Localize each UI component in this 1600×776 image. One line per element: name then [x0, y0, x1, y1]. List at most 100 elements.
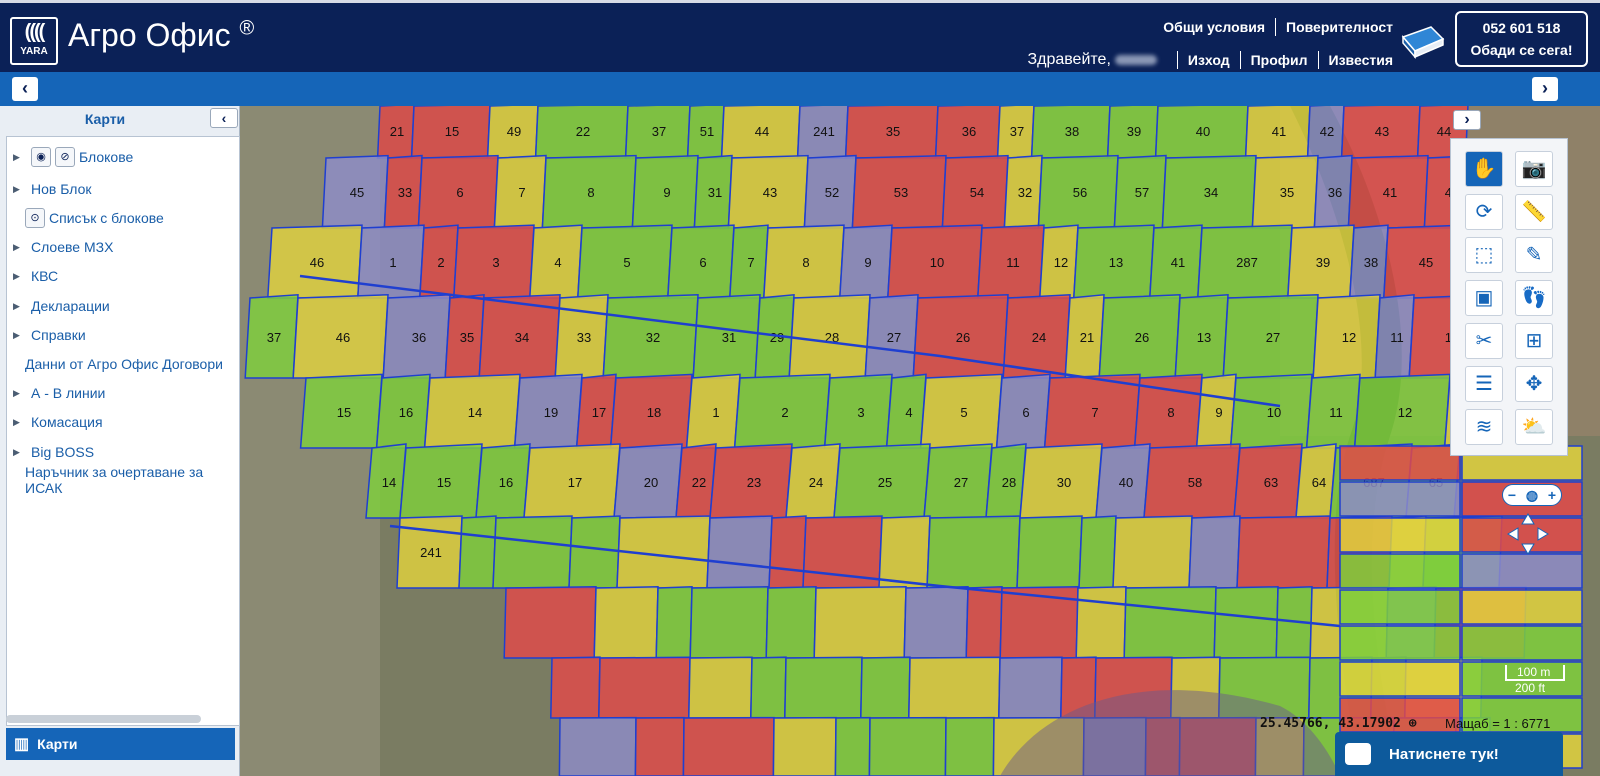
field-parcel[interactable] — [1339, 625, 1461, 661]
manual-book-icon[interactable] — [1401, 23, 1445, 61]
field-parcel[interactable] — [1339, 661, 1461, 697]
caret-right-icon[interactable]: ▶ — [13, 329, 20, 340]
pan-control[interactable] — [1506, 512, 1550, 556]
eye-off-icon[interactable]: ⊘ — [55, 147, 75, 167]
field-parcel[interactable] — [750, 656, 787, 719]
pan-hand-tool-button[interactable]: ✋ — [1465, 151, 1503, 187]
sidebar-item-new-block[interactable]: ▶ Нов Блок — [7, 177, 92, 201]
caret-right-icon[interactable]: ▶ — [13, 151, 20, 162]
field-parcel[interactable] — [550, 656, 601, 719]
sidebar-item-mzh-layers[interactable]: ▶ Слоеве МЗХ — [7, 235, 113, 259]
field-parcel[interactable] — [1078, 515, 1117, 589]
list-tool-button[interactable]: ☰ — [1465, 366, 1503, 402]
pan-left-icon[interactable] — [1507, 527, 1519, 541]
field-parcel[interactable] — [998, 656, 1063, 719]
edit-tool-button[interactable]: ✎ — [1515, 237, 1553, 273]
layers-tool-button[interactable]: ≋ — [1465, 409, 1503, 445]
field-parcel[interactable] — [784, 656, 863, 719]
sidebar-item-kvs[interactable]: ▶ КВС — [7, 264, 58, 288]
field-parcel[interactable] — [503, 586, 597, 659]
globe-icon[interactable]: ◍ — [1525, 486, 1539, 503]
field-parcel[interactable] — [1213, 586, 1279, 659]
caret-right-icon[interactable]: ▶ — [13, 387, 20, 398]
terms-link[interactable]: Общи условия — [1163, 19, 1266, 35]
caret-right-icon[interactable]: ▶ — [13, 416, 20, 427]
field-parcel[interactable] — [1461, 553, 1583, 589]
zoom-out-button[interactable]: − — [1507, 487, 1517, 503]
scissors-tool-button[interactable]: ✂ — [1465, 323, 1503, 359]
field-parcel[interactable] — [1112, 515, 1193, 589]
field-parcel[interactable] — [458, 515, 497, 589]
field-parcel[interactable] — [1188, 515, 1241, 589]
field-parcel[interactable] — [688, 656, 753, 719]
field-parcel[interactable] — [878, 515, 931, 589]
field-parcel[interactable] — [926, 515, 1021, 589]
sidebar-item-isak-guide[interactable]: Наръчник за очертаване за ИСАК — [25, 464, 239, 496]
field-parcel[interactable] — [1339, 517, 1461, 553]
field-parcel[interactable] — [689, 586, 769, 659]
refresh-tool-button[interactable]: ⟳ — [1465, 194, 1503, 230]
field-parcel[interactable] — [682, 716, 775, 776]
field-parcel[interactable] — [568, 515, 621, 589]
toolbar-toggle-button[interactable]: › — [1453, 110, 1481, 130]
sidebar-item-declarations[interactable]: ▶ Декларации — [7, 294, 110, 318]
caret-right-icon[interactable]: ▶ — [13, 183, 20, 194]
field-parcel[interactable] — [598, 656, 691, 719]
field-parcel[interactable] — [765, 586, 817, 659]
footprints-tool-button[interactable]: 👣 — [1515, 280, 1553, 316]
field-parcel[interactable] — [860, 656, 911, 719]
collapse-left-button[interactable]: ‹ — [12, 77, 38, 101]
field-parcel[interactable] — [1461, 625, 1583, 661]
field-parcel[interactable] — [634, 716, 685, 776]
field-parcel[interactable] — [1123, 586, 1217, 659]
privacy-link[interactable]: Поверителност — [1286, 19, 1393, 35]
sidebar-item-reports[interactable]: ▶ Справки — [7, 323, 86, 347]
chat-button[interactable]: Натиснете тук! — [1335, 732, 1563, 776]
map-canvas[interactable]: 21 15 49 22 37 51 44 241 35 36 37 38 39 40 41 42 43 44 45 3… — [240, 106, 1600, 776]
sidebar-item-blocks[interactable]: ▶ ◉ ⊘ Блокове — [7, 145, 133, 169]
weather-tool-button[interactable]: ⛅ — [1515, 409, 1553, 445]
logout-link[interactable]: Изход — [1187, 52, 1230, 68]
field-parcel[interactable] — [1339, 697, 1461, 733]
ruler-tool-button[interactable]: 📏 — [1515, 194, 1553, 230]
pan-right-icon[interactable] — [1537, 527, 1549, 541]
field-parcel[interactable] — [1461, 697, 1583, 733]
select-area-tool-button[interactable]: ⬚ — [1465, 237, 1503, 273]
field-parcel[interactable] — [706, 515, 773, 589]
field-parcel[interactable] — [772, 716, 837, 776]
caret-right-icon[interactable]: ▶ — [13, 300, 20, 311]
collapse-right-button[interactable]: › — [1532, 77, 1558, 101]
field-parcel[interactable] — [1339, 589, 1461, 625]
sidebar-item-block-list[interactable]: ⊙ Списък с блокове — [25, 206, 164, 230]
camera-tool-button[interactable]: 📷 — [1515, 151, 1553, 187]
pan-down-icon[interactable] — [1521, 543, 1535, 555]
field-parcel[interactable] — [1461, 589, 1583, 625]
yara-logo[interactable]: (((( YARA — [10, 17, 58, 65]
pan-up-icon[interactable] — [1521, 513, 1535, 525]
field-parcel[interactable] — [1075, 586, 1127, 659]
zoom-extent-tool-button[interactable]: ✥ — [1515, 366, 1553, 402]
field-parcel[interactable] — [834, 716, 871, 776]
field-parcel[interactable] — [813, 586, 907, 659]
frame-tool-button[interactable]: ▣ — [1465, 280, 1503, 316]
field-parcel[interactable] — [1339, 445, 1461, 481]
sidebar-collapse-button[interactable]: ‹ — [210, 108, 238, 128]
field-parcel[interactable] — [768, 515, 807, 589]
sidebar-item-big-boss[interactable]: ▶ Big BOSS — [7, 440, 94, 464]
caret-right-icon[interactable]: ▶ — [13, 270, 20, 281]
field-parcel[interactable] — [908, 656, 1001, 719]
caret-right-icon[interactable]: ▶ — [13, 446, 20, 457]
eye-icon[interactable]: ◉ — [31, 147, 51, 167]
zoom-in-button[interactable]: + — [1547, 487, 1557, 503]
field-parcel[interactable] — [655, 586, 693, 659]
sidebar-footer-maps[interactable]: ▥ Карти — [6, 728, 235, 760]
field-parcel[interactable] — [868, 716, 947, 776]
field-parcel[interactable] — [558, 716, 637, 776]
target-icon[interactable]: ⊙ — [25, 208, 45, 228]
sidebar-scrollbar[interactable] — [6, 715, 201, 723]
call-box[interactable]: 052 601 518 Обади се сега! — [1455, 11, 1588, 67]
field-parcel[interactable] — [1339, 481, 1461, 517]
field-parcel[interactable] — [1339, 553, 1461, 589]
field-parcel[interactable] — [1016, 515, 1083, 589]
